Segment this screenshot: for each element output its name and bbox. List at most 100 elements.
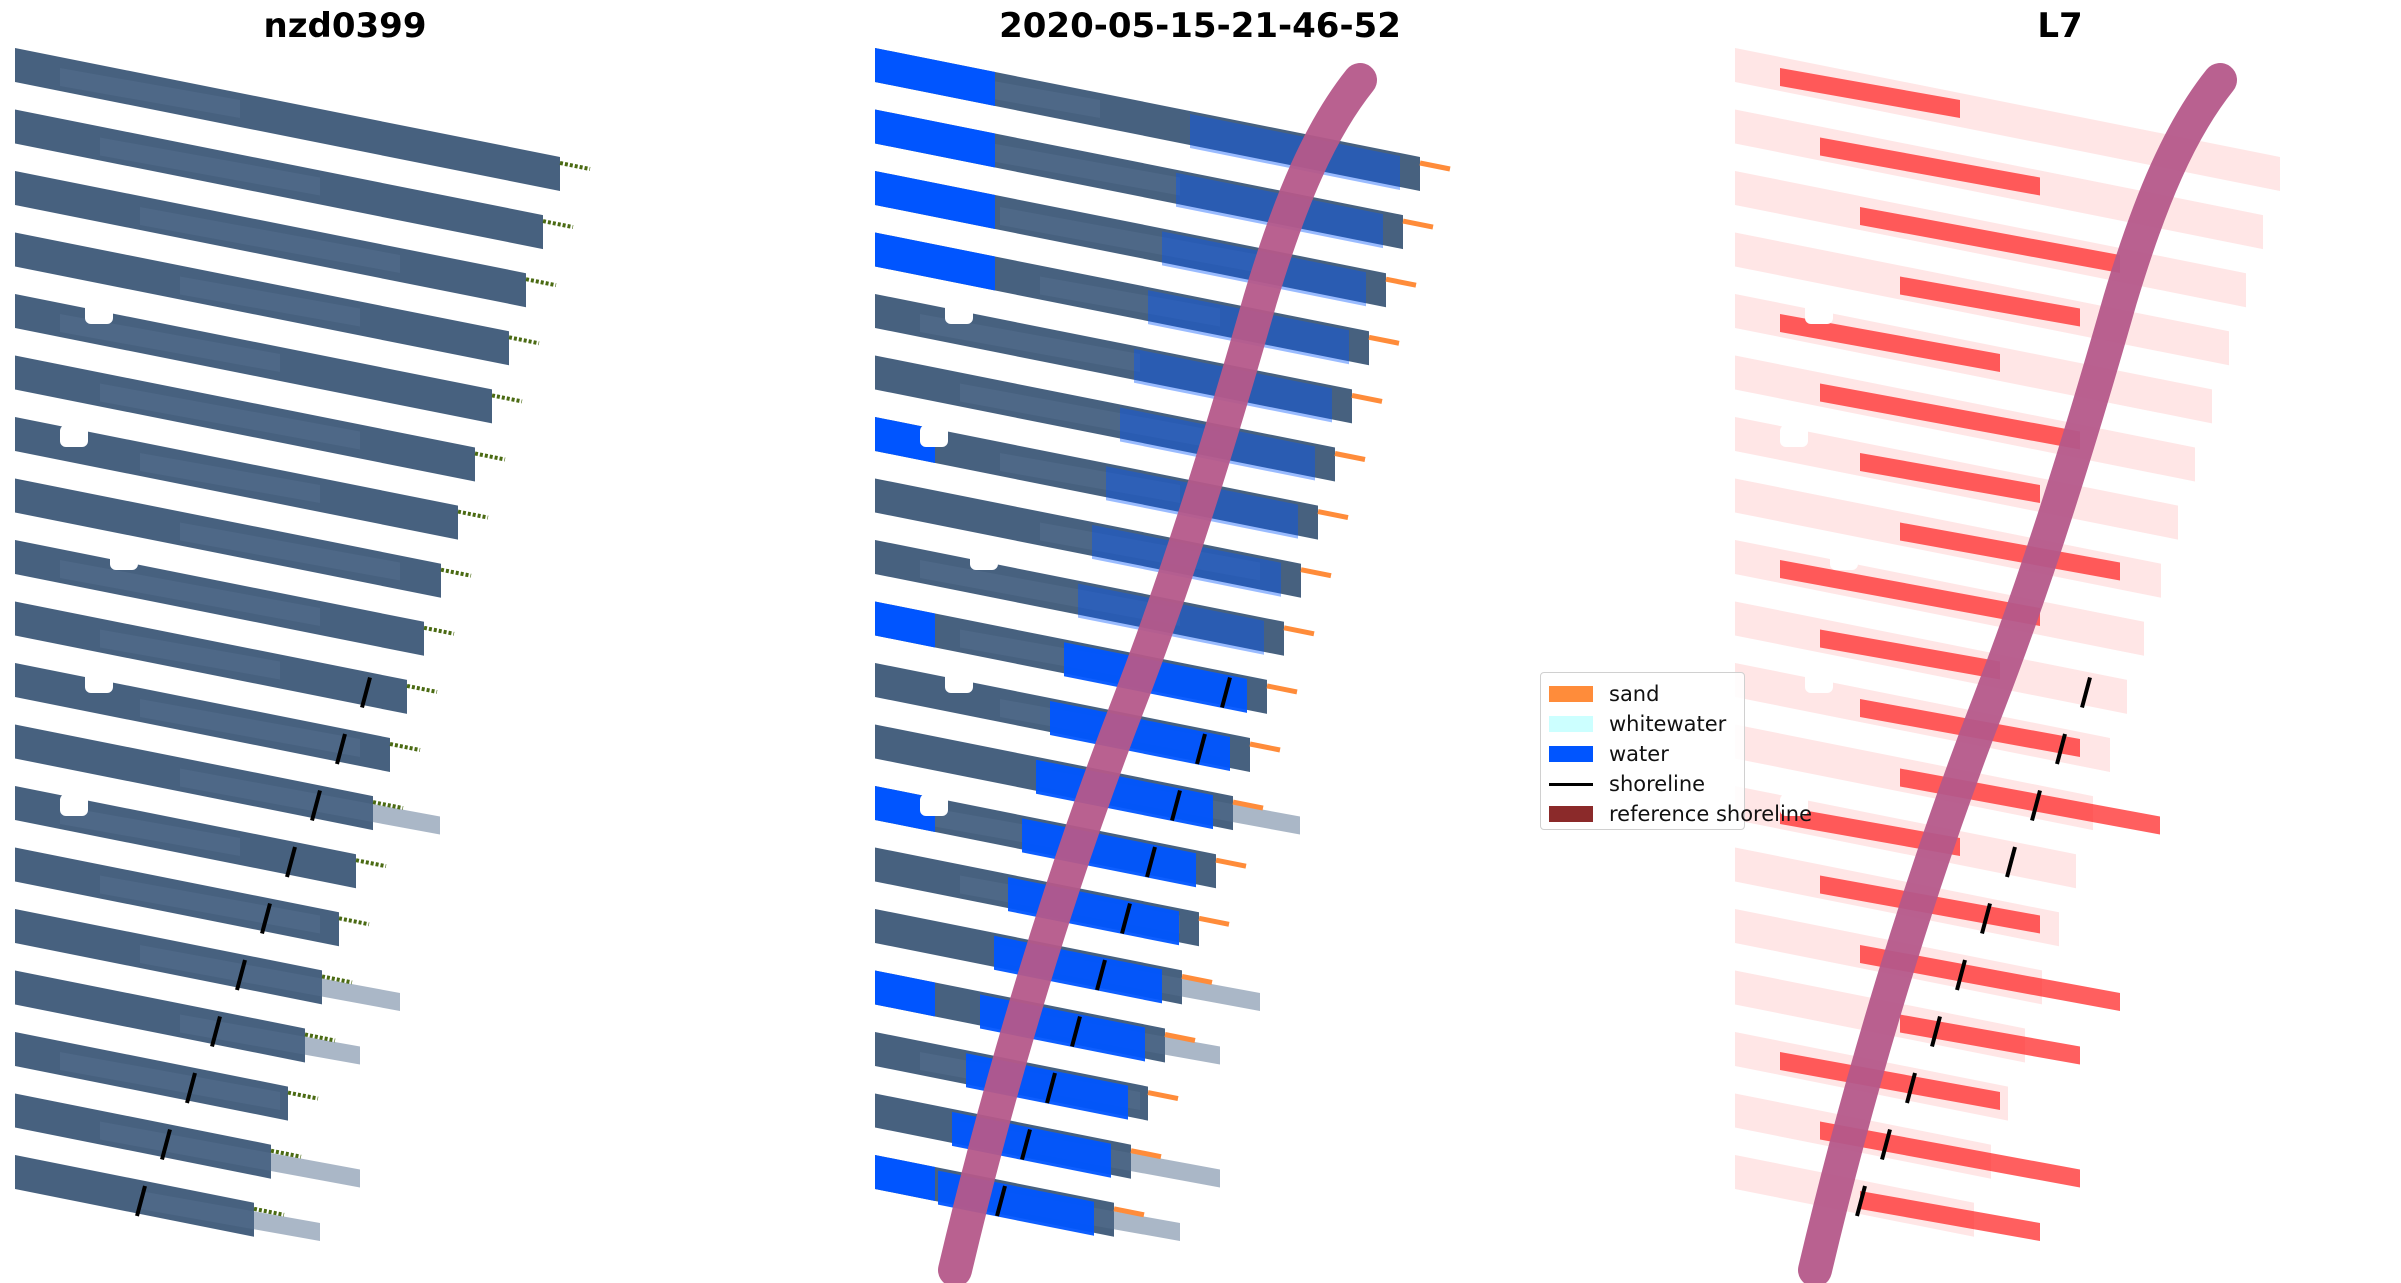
image-texture: [1000, 453, 1180, 503]
image-texture: [1900, 276, 2080, 327]
cloud-mask: [945, 302, 973, 324]
image-texture: [1820, 137, 2040, 196]
whitewater-swatch: [1549, 716, 1593, 732]
vegetation-edge: [559, 161, 591, 171]
vegetation-edge: [542, 219, 574, 230]
shoreline-segment: [2030, 789, 2042, 822]
image-texture: [1040, 276, 1220, 327]
image-texture: [140, 207, 400, 273]
sand-region: [1368, 334, 1400, 346]
vegetation-edge: [389, 742, 421, 752]
vegetation-edge: [474, 451, 506, 462]
image-texture: [920, 314, 1140, 372]
image-stripe: [15, 48, 560, 191]
cloud-mask: [1780, 794, 1808, 816]
water-region: [1050, 701, 1230, 771]
water-region: [1036, 759, 1213, 830]
image-texture: [960, 137, 1180, 196]
image-texture: [1780, 314, 2000, 372]
reference-shoreline-buffer: [938, 63, 1377, 1283]
image-texture: [100, 1121, 360, 1188]
image-texture: [1820, 383, 2080, 450]
classified-image-panel: [875, 48, 1451, 1283]
image-texture: [180, 522, 400, 581]
image-texture: [1780, 68, 1960, 118]
cloud-mask: [1780, 425, 1808, 447]
sand-region: [1130, 1148, 1162, 1160]
rgb-image-panel: [15, 48, 591, 1241]
shoreline-segment: [2055, 733, 2067, 765]
image-texture: [1860, 945, 2120, 1011]
image-texture: [1820, 1121, 2080, 1188]
image-texture: [1000, 207, 1260, 273]
water-region: [875, 601, 935, 648]
sand-region: [1334, 451, 1366, 462]
image-stripe: [875, 48, 1420, 191]
cloud-mask: [920, 794, 948, 816]
shoreline-segment: [1220, 676, 1232, 709]
legend-item-sand: sand: [1549, 679, 1736, 709]
water-region: [875, 48, 995, 106]
shoreline-segment: [2080, 676, 2092, 709]
water-region: [875, 417, 935, 463]
shoreline-swatch: [1549, 782, 1593, 786]
water-region: [875, 232, 995, 291]
image-texture: [1860, 207, 2120, 273]
sand-region: [1147, 1090, 1179, 1102]
shoreline-segment: [995, 1185, 1007, 1217]
shoreline-segment: [1070, 1015, 1082, 1048]
legend: sand whitewater water shoreline referenc…: [1540, 672, 1812, 830]
legend-label-shoreline: shoreline: [1609, 772, 1706, 796]
vegetation-edge: [355, 858, 387, 869]
image-texture: [100, 383, 360, 450]
sand-region: [1351, 392, 1383, 404]
shoreline-segment: [1880, 1128, 1892, 1161]
image-texture: [180, 276, 360, 327]
image-texture: [180, 1014, 360, 1065]
shoreline-segment: [1020, 1128, 1032, 1161]
image-stripe: [1735, 48, 2280, 191]
shoreline-segment: [160, 1128, 172, 1161]
cloud-mask: [85, 302, 113, 324]
legend-label-water: water: [1609, 742, 1669, 766]
vegetation-edge: [304, 1032, 336, 1043]
water-region: [875, 1155, 935, 1201]
image-texture: [1780, 1052, 2000, 1110]
legend-label-reference-shoreline: reference shoreline: [1609, 802, 1813, 826]
shoreline-segment: [1905, 1072, 1917, 1104]
image-texture: [920, 560, 1180, 626]
reference-shoreline-swatch: [1549, 806, 1593, 822]
sand-region: [1164, 1032, 1196, 1043]
image-texture: [180, 768, 440, 835]
shoreline-segment: [135, 1185, 147, 1217]
cloud-mask: [1805, 302, 1833, 324]
shoreline-segment: [210, 1015, 222, 1048]
legend-item-water: water: [1549, 739, 1736, 769]
legend-label-sand: sand: [1609, 682, 1660, 706]
image-texture: [140, 945, 400, 1011]
shoreline-segment: [1195, 733, 1207, 765]
panel-title-rgb: nzd0399: [263, 6, 427, 46]
sand-region: [1113, 1206, 1145, 1218]
sand-region: [1300, 567, 1332, 579]
vegetation-edge: [525, 277, 557, 288]
water-swatch: [1549, 746, 1593, 762]
vegetation-edge: [508, 335, 540, 346]
shoreline-segment: [1095, 959, 1107, 991]
image-texture: [1780, 560, 2040, 626]
image-texture: [140, 699, 360, 757]
sand-region: [1283, 625, 1315, 637]
shoreline-segment: [235, 959, 247, 991]
cloud-mask: [970, 548, 998, 570]
sand-region: [1385, 276, 1417, 288]
shoreline-segment: [360, 676, 372, 709]
vegetation-edge: [423, 625, 455, 636]
image-texture: [1040, 522, 1260, 581]
image-texture: [1900, 522, 2120, 581]
water-region: [1190, 114, 1400, 190]
image-texture: [100, 137, 320, 196]
vegetation-edge: [406, 683, 438, 694]
vegetation-edge: [491, 393, 523, 404]
image-texture: [60, 1052, 280, 1110]
cloud-mask: [1805, 671, 1833, 693]
